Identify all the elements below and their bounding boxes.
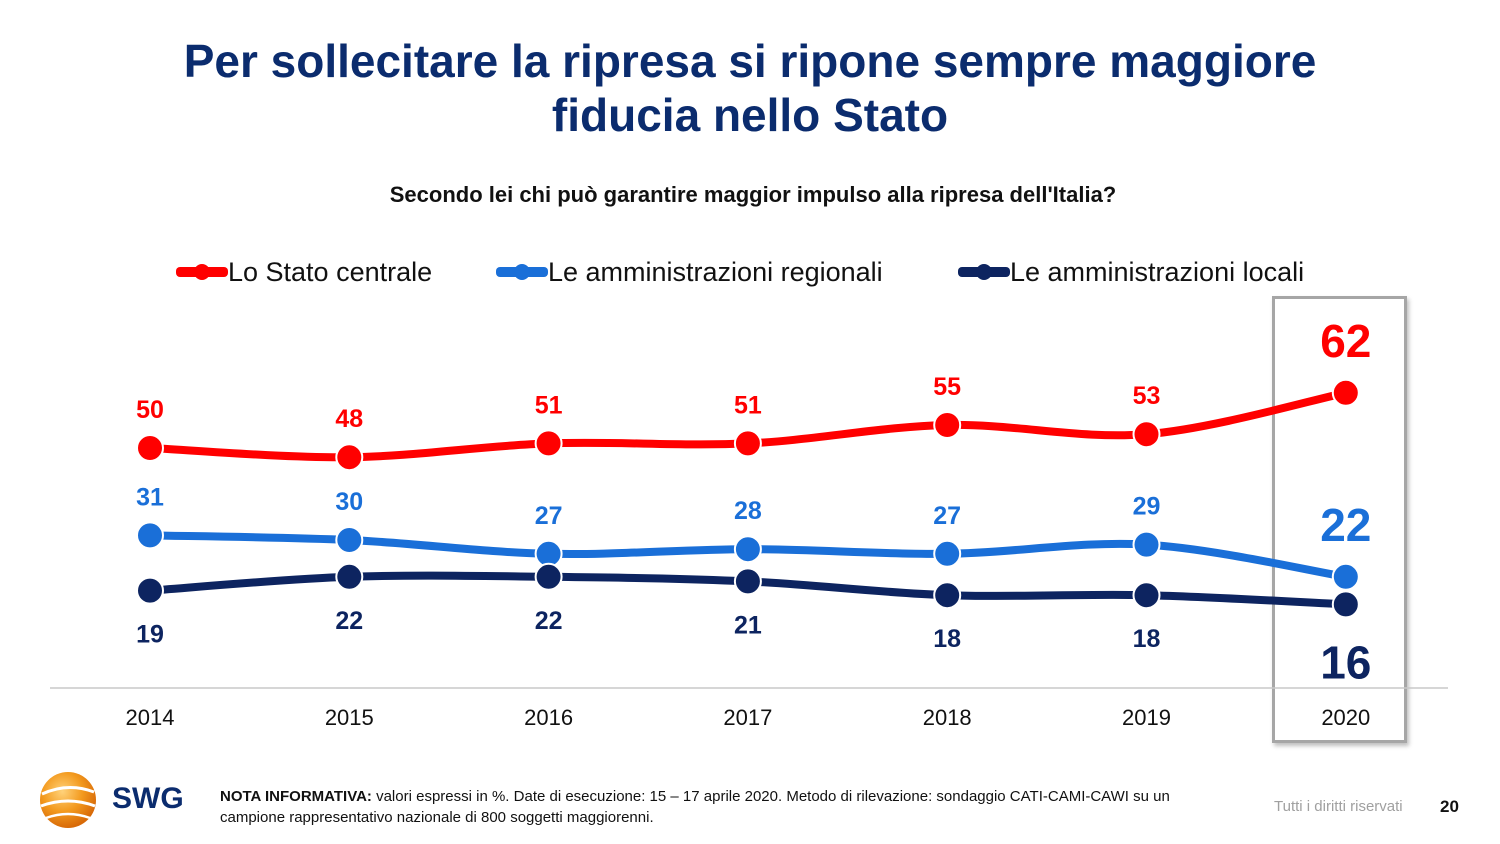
data-label-regionali: 22 xyxy=(1320,499,1371,551)
highlight-2020-box xyxy=(1272,296,1407,743)
data-point-regionali xyxy=(733,535,762,564)
data-point-regionali xyxy=(136,521,164,550)
data-label-regionali: 27 xyxy=(535,502,563,530)
data-point-locali xyxy=(534,562,563,591)
data-point-stato xyxy=(136,434,164,462)
data-label-regionali: 31 xyxy=(136,483,164,511)
title-line-2: fiducia nello Stato xyxy=(551,89,949,141)
x-tick-label: 2015 xyxy=(325,705,374,730)
data-point-stato xyxy=(1331,378,1360,407)
data-point-locali xyxy=(1132,581,1161,610)
note-label: NOTA INFORMATIVA: xyxy=(220,788,372,805)
data-label-stato: 51 xyxy=(734,391,762,419)
x-tick-label: 2018 xyxy=(923,705,972,730)
data-point-stato xyxy=(534,429,563,458)
data-label-stato: 51 xyxy=(535,391,563,419)
title-line-1: Per sollecitare la ripresa si ripone sem… xyxy=(183,35,1317,87)
legend-marker-regionali xyxy=(496,252,548,292)
data-point-regionali xyxy=(1331,562,1360,591)
x-tick-label: 2014 xyxy=(126,705,175,730)
data-label-locali: 18 xyxy=(933,625,961,653)
chart-question: Secondo lei chi può garantire maggior im… xyxy=(389,182,1117,207)
data-label-stato: 53 xyxy=(1133,382,1161,410)
data-point-regionali xyxy=(1132,530,1161,559)
page-number: 20 xyxy=(1440,797,1459,816)
legend-label-stato: Lo Stato centrale xyxy=(228,256,433,287)
chart-legend: Lo Stato centrale Le amministrazioni reg… xyxy=(0,252,1500,292)
x-tick-label: 2017 xyxy=(723,705,772,730)
data-point-locali xyxy=(1331,590,1360,619)
data-label-regionali: 27 xyxy=(933,502,961,530)
legend-marker-locali xyxy=(958,252,1010,292)
data-label-locali: 22 xyxy=(535,607,563,635)
data-label-locali: 18 xyxy=(1133,625,1161,653)
data-label-stato: 62 xyxy=(1320,315,1371,367)
x-tick-label: 2016 xyxy=(524,705,573,730)
data-point-stato xyxy=(1132,420,1161,449)
swg-logo: SWG xyxy=(32,768,192,832)
page-title: Per sollecitare la ripresa si ripone sem… xyxy=(0,34,1500,142)
x-tick-label: 2020 xyxy=(1321,705,1370,730)
data-point-locali xyxy=(335,562,364,591)
legend-item-regionali: Le amministrazioni regionali xyxy=(496,252,883,292)
note-text: valori espressi in %. Date di esecuzione… xyxy=(220,788,1170,826)
data-label-regionali: 30 xyxy=(335,488,363,516)
data-label-locali: 22 xyxy=(335,607,363,635)
data-label-locali: 21 xyxy=(734,611,762,639)
data-label-stato: 48 xyxy=(335,405,363,433)
data-point-stato xyxy=(733,429,762,458)
data-point-locali xyxy=(933,581,962,610)
data-label-stato: 50 xyxy=(136,396,164,424)
legend-item-locali: Le amministrazioni locali xyxy=(958,252,1304,292)
x-tick-label: 2019 xyxy=(1122,705,1171,730)
legend-label-regionali: Le amministrazioni regionali xyxy=(548,256,883,287)
legend-marker-stato xyxy=(176,252,228,292)
data-label-locali: 16 xyxy=(1320,636,1371,688)
data-label-locali: 19 xyxy=(136,621,164,649)
data-point-regionali xyxy=(933,539,962,568)
info-note: NOTA INFORMATIVA: valori espressi in %. … xyxy=(220,786,1220,828)
legend-label-locali: Le amministrazioni locali xyxy=(1010,256,1305,287)
data-point-stato xyxy=(933,411,962,439)
data-point-regionali xyxy=(335,526,364,554)
data-label-stato: 55 xyxy=(933,373,961,401)
data-label-regionali: 29 xyxy=(1133,493,1161,521)
rights-text: Tutti i diritti riservati xyxy=(1274,798,1403,815)
data-point-stato xyxy=(335,443,364,472)
globe-icon xyxy=(40,772,96,828)
data-label-regionali: 28 xyxy=(734,497,762,525)
legend-item-stato: Lo Stato centrale xyxy=(176,252,432,292)
logo-text: SWG xyxy=(112,782,184,815)
data-point-locali xyxy=(733,567,762,596)
data-point-locali xyxy=(136,576,164,605)
